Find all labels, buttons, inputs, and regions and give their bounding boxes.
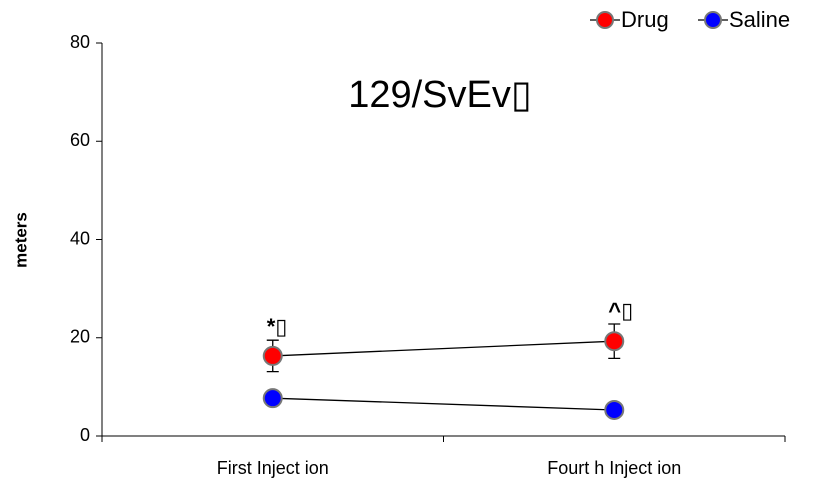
marker — [604, 331, 625, 352]
x-tick-label: Fourt h Inject ion — [547, 458, 681, 478]
series-line — [272, 340, 615, 357]
y-tick-label: 0 — [80, 425, 90, 445]
y-tick-label: 80 — [70, 32, 90, 52]
annotation: *▯ — [267, 314, 288, 339]
chart-title: 129/SvEv▯ — [348, 74, 532, 116]
x-tick-label: First Inject ion — [217, 458, 329, 478]
annotation: ^▯ — [608, 298, 633, 323]
y-tick-label: 40 — [70, 228, 90, 248]
y-tick-label: 60 — [70, 130, 90, 150]
legend-marker — [704, 11, 722, 29]
legend-label: Saline — [729, 7, 790, 32]
y-axis-label: meters — [11, 212, 30, 268]
legend-marker — [596, 11, 614, 29]
marker — [604, 399, 625, 420]
y-tick-label: 20 — [70, 327, 90, 347]
marker — [262, 345, 283, 366]
marker — [262, 388, 283, 409]
series-line — [272, 397, 615, 411]
legend-label: Drug — [621, 7, 669, 32]
